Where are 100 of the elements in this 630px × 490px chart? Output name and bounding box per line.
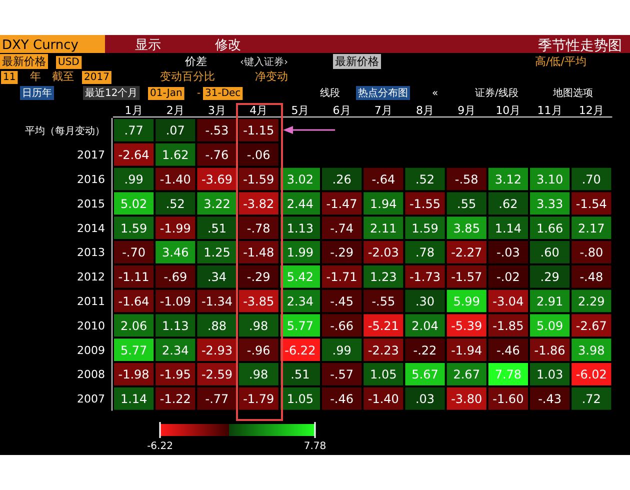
data-label: -.22: [413, 343, 437, 358]
data-label: .52: [166, 196, 185, 211]
data-label: -3.80: [451, 392, 482, 406]
data-label: -6.02: [576, 368, 607, 382]
data-label: -1.11: [118, 270, 150, 284]
data-label: 1.62: [162, 148, 189, 162]
data-label: 2.91: [536, 294, 564, 308]
data-label: 3.33: [536, 196, 564, 211]
data-label: -1.48: [243, 246, 274, 260]
data-label: .62: [498, 196, 518, 211]
y-tick-label: 平均（每月变动）: [25, 125, 105, 138]
data-label: 1.59: [120, 221, 148, 236]
data-label: -1.22: [160, 392, 191, 406]
data-label: -1.64: [118, 294, 150, 308]
data-label: .70: [582, 172, 601, 186]
color-bar-label: -6.22: [147, 441, 173, 452]
text: 最近12个月: [85, 87, 138, 99]
data-label: .07: [166, 124, 185, 138]
data-label: 3.46: [162, 246, 189, 260]
text: 01-Jan: [150, 88, 182, 99]
data-label: -5.21: [368, 318, 399, 333]
y-tick-label: 2009: [77, 344, 105, 357]
data-label: -.02: [496, 270, 520, 284]
y-tick-label: 2016: [77, 173, 105, 186]
text: 高/低/平均: [535, 55, 586, 68]
text: 价差: [184, 55, 207, 68]
data-label: -.03: [496, 246, 520, 260]
x-tick-label: 2月: [166, 104, 184, 117]
data-label: -1.40: [368, 392, 399, 406]
data-label: -.76: [205, 148, 229, 162]
x-tick-label: 6月: [332, 104, 351, 117]
y-tick-label: 2013: [77, 246, 105, 260]
y-tick-label: 2015: [77, 197, 105, 210]
x-tick-label: 11月: [537, 104, 562, 117]
data-label: -6.22: [284, 343, 316, 358]
data-label: .30: [415, 294, 435, 308]
data-label: 1.94: [370, 196, 397, 211]
text: ‹键入证券›: [240, 56, 288, 68]
data-label: -3.82: [243, 196, 274, 211]
data-label: -.29: [330, 246, 354, 260]
data-label: -.70: [122, 246, 146, 260]
data-label: -2.03: [368, 246, 399, 260]
text: 净变动: [255, 70, 288, 83]
data-label: -.58: [454, 172, 478, 186]
text: 最新价格: [2, 55, 46, 68]
data-label: -.80: [580, 246, 604, 260]
data-label: .72: [582, 392, 601, 406]
data-label: .26: [332, 172, 352, 186]
data-label: 3.02: [286, 172, 314, 186]
x-tick-label: 12月: [578, 104, 604, 117]
data-label: 5.09: [536, 318, 564, 333]
data-label: -.96: [246, 343, 270, 358]
data-label: 7.78: [494, 368, 522, 382]
data-label: 2.06: [120, 318, 148, 333]
data-label: .99: [124, 172, 144, 186]
data-label: -.46: [496, 343, 520, 358]
data-label: 3.12: [494, 172, 522, 186]
data-label: -1.57: [451, 270, 482, 284]
data-label: 2.44: [286, 196, 314, 211]
data-label: -2.67: [576, 318, 607, 333]
text: 变动百分比: [160, 70, 215, 83]
data-label: 1.59: [412, 221, 438, 236]
text: 线段: [320, 87, 340, 99]
data-label: 1.13: [286, 221, 314, 236]
y-tick-label: 2012: [77, 270, 105, 284]
data-label: -3.85: [243, 294, 274, 308]
data-label: 3.85: [453, 221, 480, 236]
data-label: 1.13: [162, 318, 189, 333]
data-label: 1.14: [494, 221, 522, 236]
data-label: -1.71: [326, 270, 358, 284]
data-label: 1.14: [120, 392, 148, 406]
data-label: -1.34: [201, 294, 233, 308]
text: 最新价格: [335, 55, 379, 68]
data-label: 2.67: [453, 368, 480, 382]
text: 日历年: [22, 87, 52, 99]
data-label: 2.17: [578, 221, 605, 236]
data-label: -1.55: [409, 196, 441, 211]
data-label: -2.27: [451, 246, 482, 260]
data-label: -1.94: [451, 343, 482, 358]
data-label: 2.34: [286, 294, 314, 308]
color-bar-label: 7.78: [304, 441, 326, 452]
x-tick-label: 9月: [458, 104, 476, 117]
data-label: .51: [290, 368, 310, 382]
data-label: -3.69: [201, 172, 233, 186]
text: -: [197, 88, 201, 99]
data-label: .98: [249, 318, 268, 333]
x-tick-label: 4月: [250, 104, 268, 117]
data-label: -2.23: [368, 343, 399, 358]
data-label: 5.77: [286, 318, 314, 333]
data-label: .99: [332, 343, 352, 358]
data-label: -.74: [330, 221, 354, 236]
data-label: 1.99: [286, 246, 314, 260]
text: 显示: [135, 38, 161, 53]
data-label: .34: [207, 270, 227, 284]
data-label: -1.54: [576, 196, 607, 211]
data-label: .55: [457, 196, 476, 211]
data-label: 2.34: [162, 343, 189, 358]
text: 截至: [52, 70, 74, 83]
data-label: -.55: [372, 294, 396, 308]
text: 31-Dec: [205, 88, 241, 99]
